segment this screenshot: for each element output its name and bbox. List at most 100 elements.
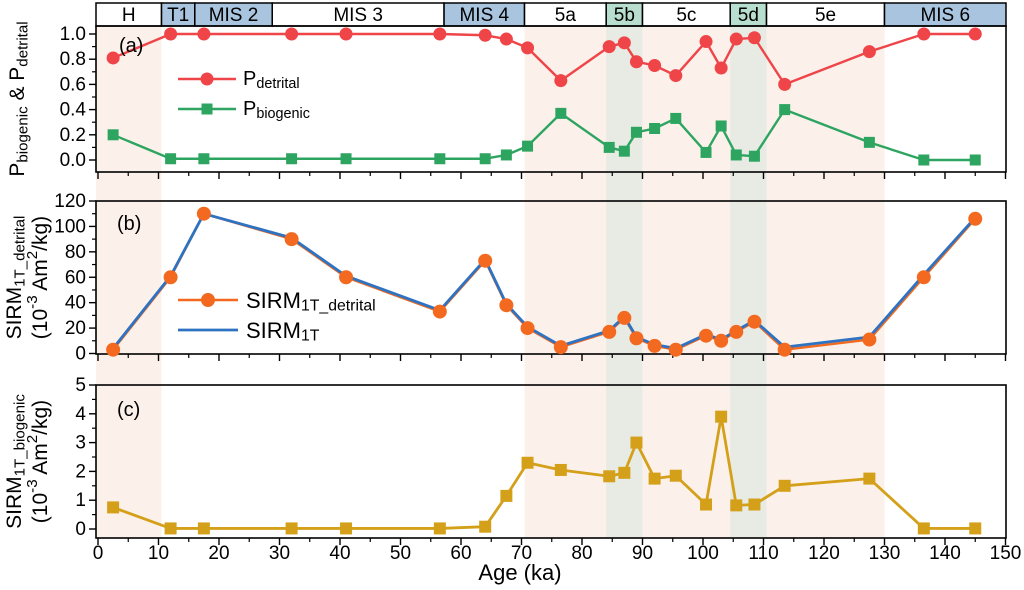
point-P_detrital: [602, 40, 616, 54]
point-SIRM_1T_biogenic: [618, 466, 631, 479]
point-P_detrital: [433, 27, 447, 41]
x-tick-label: 90: [632, 543, 653, 564]
y-tick-label: 60: [65, 267, 86, 288]
y-axis-title-line: (10-3 Am2/kg): [24, 400, 52, 523]
x-tick-label: 40: [329, 543, 350, 564]
point-P_detrital: [669, 69, 683, 83]
point-SIRM_1T_detrital: [499, 298, 514, 313]
point-SIRM_1T_biogenic: [603, 470, 616, 483]
stage-label-MIS 4: MIS 4: [459, 5, 509, 26]
point-P_biogenic: [555, 107, 567, 119]
x-tick-label: 20: [208, 543, 229, 564]
point-P_biogenic: [969, 154, 981, 166]
x-tick-label: 70: [511, 543, 532, 564]
point-P_detrital: [729, 32, 743, 46]
point-SIRM_1T_biogenic: [285, 522, 298, 535]
point-P_biogenic: [603, 141, 615, 153]
point-SIRM_1T_detrital: [617, 310, 632, 325]
x-tick-label: 10: [148, 543, 169, 564]
y-tick-label: 0: [75, 519, 86, 540]
point-SIRM_1T_detrital: [602, 324, 617, 339]
point-SIRM_1T_detrital: [714, 333, 729, 348]
point-P_detrital: [164, 27, 178, 41]
x-tick-label: 150: [990, 543, 1022, 564]
point-SIRM_1T_detrital: [284, 232, 299, 247]
point-P_biogenic: [630, 126, 642, 138]
point-SIRM_1T_biogenic: [500, 489, 513, 502]
point-SIRM_1T_biogenic: [748, 498, 761, 511]
y-tick-label: 5: [75, 375, 86, 396]
x-tick-label: 80: [571, 543, 592, 564]
legend-label-SIRM_1T_detrital: SIRM1T_detrital: [246, 288, 376, 315]
y-tick-label: 1.0: [60, 24, 86, 45]
point-P_detrital: [499, 32, 513, 46]
point-P_biogenic: [479, 153, 491, 165]
x-tick-label: 30: [269, 543, 290, 564]
point-SIRM_1T_detrital: [196, 206, 211, 221]
y-tick-label: 20: [65, 318, 86, 339]
y-tick-label: 0.2: [60, 124, 86, 145]
y-tick-label: 2: [75, 461, 86, 482]
point-P_detrital: [629, 55, 643, 69]
point-P_detrital: [285, 27, 299, 41]
legend-label-P_biogenic: Pbiogenic: [243, 98, 310, 122]
y-axis-title-line: (10-3 Am2/kg): [24, 216, 52, 339]
point-P_detrital: [699, 35, 713, 49]
stage-label-H: H: [122, 5, 136, 26]
y-tick-label: 100: [54, 216, 86, 237]
point-P_detrital: [617, 36, 631, 50]
point-SIRM_1T_biogenic: [969, 522, 982, 535]
point-SIRM_1T_biogenic: [863, 472, 876, 485]
point-SIRM_1T_biogenic: [669, 469, 682, 482]
point-P_biogenic: [918, 154, 930, 166]
point-SIRM_1T_detrital: [729, 324, 744, 339]
x-tick-label: 140: [929, 543, 961, 564]
point-SIRM_1T_biogenic: [107, 501, 120, 514]
point-P_biogenic: [198, 153, 210, 165]
point-SIRM_1T_detrital: [968, 211, 983, 226]
stage-label-5d: 5d: [738, 5, 759, 26]
y-tick-label: 4: [75, 403, 86, 424]
point-P_biogenic: [500, 149, 512, 161]
x-tick-label: 50: [390, 543, 411, 564]
legend-marker-P_biogenic: [201, 103, 213, 115]
stage-label-5e: 5e: [815, 5, 836, 26]
point-SIRM_1T_detrital: [163, 270, 178, 285]
x-tick-label: 60: [450, 543, 471, 564]
point-SIRM_1T_biogenic: [554, 463, 567, 476]
point-P_detrital: [862, 45, 876, 59]
point-SIRM_1T_detrital: [777, 342, 792, 357]
point-SIRM_1T_biogenic: [521, 456, 534, 469]
shaded-band-1: [524, 26, 885, 538]
shaded-band-3: [730, 26, 767, 538]
point-SIRM_1T_biogenic: [700, 498, 713, 511]
y-tick-label: 0.0: [60, 150, 86, 171]
point-P_biogenic: [863, 136, 875, 148]
point-SIRM_1T_biogenic: [630, 436, 643, 449]
point-P_biogenic: [434, 153, 446, 165]
y-tick-label: 3: [75, 432, 86, 453]
point-SIRM_1T_detrital: [699, 328, 714, 343]
point-P_detrital: [478, 28, 492, 42]
stage-label-T1: T1: [167, 5, 189, 26]
x-axis-title: Age (ka): [478, 560, 562, 585]
shaded-band-2: [606, 26, 643, 538]
panel-letter-(c): (c): [117, 399, 140, 421]
legend-marker-SIRM_1T_detrital: [201, 293, 215, 307]
point-P_biogenic: [340, 153, 352, 165]
point-SIRM_1T_detrital: [553, 340, 568, 355]
y-axis-title-line: SIRM1T_detrital: [3, 216, 28, 340]
x-tick-label: 100: [687, 543, 719, 564]
point-P_detrital: [339, 27, 353, 41]
point-P_detrital: [968, 27, 982, 41]
y-tick-label: 0.8: [60, 49, 86, 70]
point-SIRM_1T_detrital: [916, 270, 931, 285]
y-tick-label: 0.4: [60, 99, 87, 120]
point-P_biogenic: [107, 129, 119, 141]
legend-label-P_detrital: Pdetrital: [243, 68, 300, 92]
x-tick-label: 130: [869, 543, 901, 564]
point-SIRM_1T_biogenic: [648, 472, 661, 485]
legend-marker-P_detrital: [200, 72, 214, 86]
